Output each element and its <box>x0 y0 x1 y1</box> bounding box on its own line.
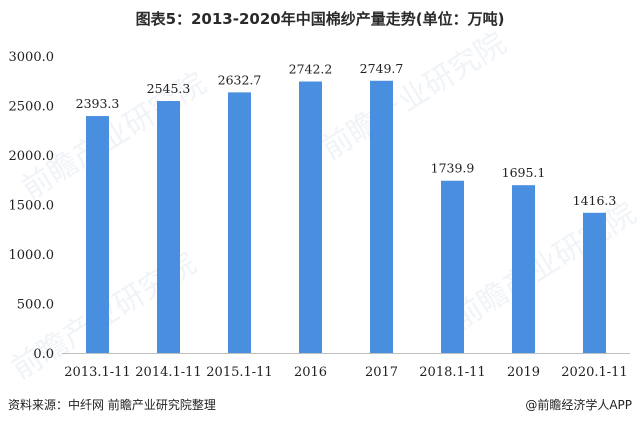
chart-title: 图表5：2013-2020年中国棉纱产量走势(单位：万吨) <box>135 10 505 28</box>
bar-value-label: 2632.7 <box>218 72 262 87</box>
bar-value-label: 1695.1 <box>502 165 546 180</box>
bar-value-label: 2545.3 <box>147 81 191 96</box>
bar <box>157 101 180 354</box>
x-tick-label: 2015.1-11 <box>206 365 272 380</box>
watermark-text: 前瞻产业研究院 <box>316 26 513 167</box>
bar <box>370 80 393 354</box>
watermark-text: 前瞻产业研究院 <box>446 196 640 337</box>
bar-value-label: 2742.2 <box>289 62 333 77</box>
source-note: 资料来源：中纤网 前瞻产业研究院整理 <box>8 398 216 412</box>
x-tick-label: 2014.1-11 <box>135 365 201 380</box>
x-tick-label: 2018.1-11 <box>419 365 485 380</box>
bar <box>228 92 251 353</box>
y-tick-label: 1500.0 <box>9 199 55 214</box>
x-tick-label: 2019 <box>507 365 540 380</box>
bar <box>86 116 109 354</box>
bar <box>441 180 464 353</box>
y-tick-label: 0.0 <box>33 347 54 362</box>
bar <box>299 81 322 353</box>
x-tick-label: 2020.1-11 <box>561 365 627 380</box>
y-tick-label: 1000.0 <box>9 248 55 263</box>
bar <box>583 212 606 353</box>
bar-value-label: 2393.3 <box>76 96 120 111</box>
bar-value-label: 2749.7 <box>360 61 404 76</box>
y-tick-label: 2500.0 <box>9 100 55 115</box>
y-tick-label: 2000.0 <box>9 149 55 164</box>
x-axis: 2013.1-11 2014.1-11 2015.1-11 2016 2017 2018.… <box>62 353 630 380</box>
bar-value-label: 1416.3 <box>573 193 617 208</box>
bar <box>512 185 535 353</box>
bars-group: 2393.3 2545.3 2632.7 2742.2 2749.7 1739.9 1695… <box>76 61 617 354</box>
brand-label: @前瞻经济学人APP <box>525 398 632 412</box>
x-tick-label: 2013.1-11 <box>64 365 130 380</box>
x-tick-label: 2017 <box>365 365 398 380</box>
y-tick-label: 500.0 <box>17 298 54 313</box>
y-tick-label: 3000.0 <box>9 50 55 65</box>
y-axis: 0.0 500.0 1000.0 1500.0 2000.0 2500.0 3000.0 <box>9 50 55 362</box>
bar-value-label: 1739.9 <box>431 161 475 176</box>
x-tick-label: 2016 <box>294 365 327 380</box>
